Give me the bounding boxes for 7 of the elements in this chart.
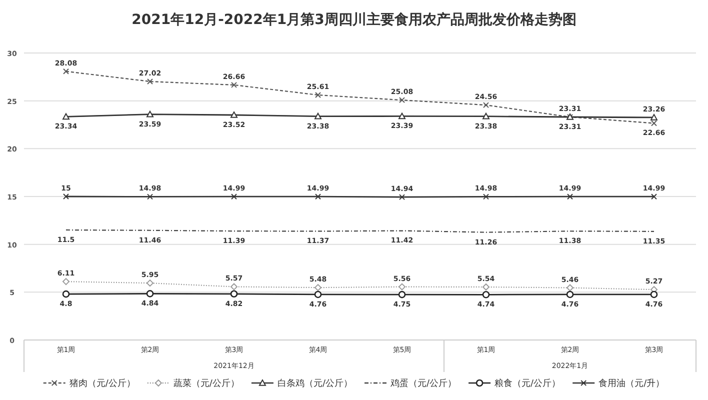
legend-label: 食用油（元/升） [598,378,665,389]
legend-label: 白条鸡（元/公斤） [277,378,352,389]
legend-label: 蔬菜（元/公斤） [173,378,240,389]
chart-title: 2021年12月-2022年1月第3周四川主要食用农产品周批发价格走势图 [132,11,576,28]
legend-label: 粮食（元/公斤） [494,378,561,389]
legend-label: 鸡蛋（元/公斤） [390,378,457,389]
legend-label: 猪肉（元/公斤） [69,378,136,389]
